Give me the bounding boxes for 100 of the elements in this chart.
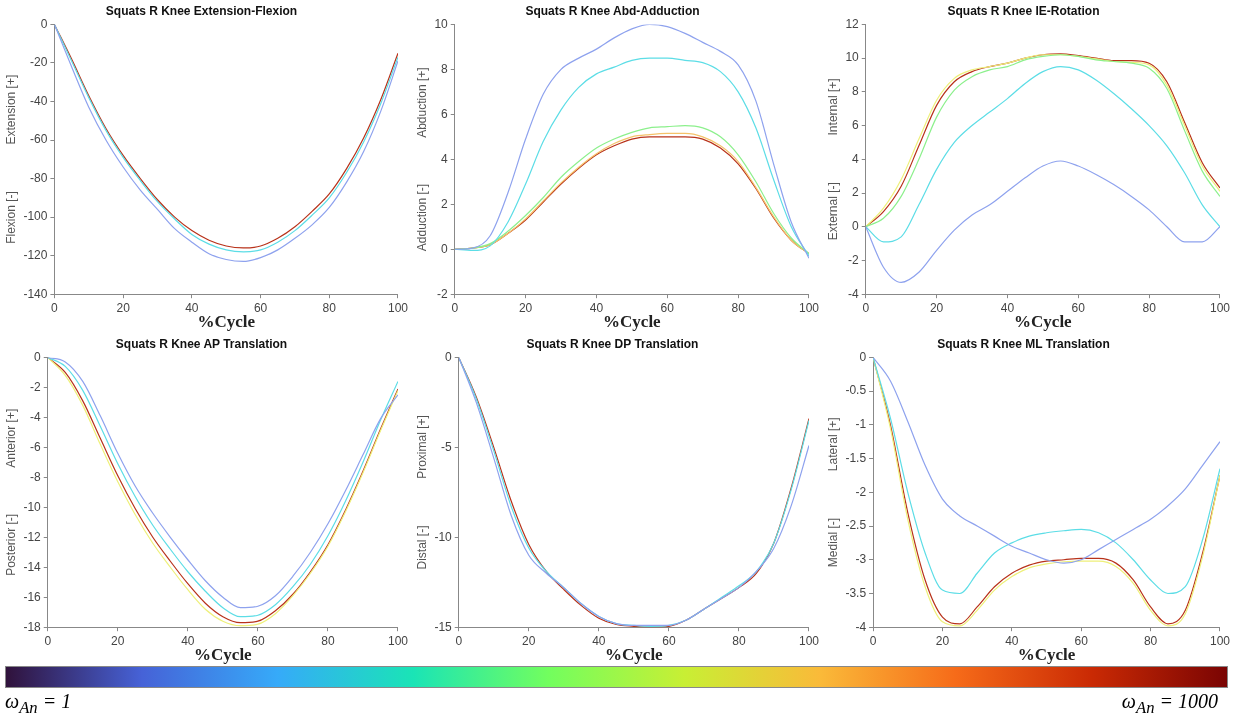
chart-title: Squats R Knee Abd-Adduction bbox=[525, 3, 700, 18]
y-tick-label: 10 bbox=[434, 16, 449, 31]
chart-title: Squats R Knee AP Translation bbox=[115, 336, 288, 351]
x-tick-label: 100 bbox=[387, 633, 409, 648]
x-tick-label: 40 bbox=[181, 633, 195, 648]
y-tick-label: 0 bbox=[445, 349, 453, 364]
y-axis-title: Posterior [-] Anterior [+] bbox=[3, 408, 18, 576]
x-tick-label: 80 bbox=[732, 633, 746, 648]
y-tick-label: -2 bbox=[30, 379, 42, 394]
x-tick-label: 20 bbox=[111, 633, 125, 648]
y-tick-label: -14 bbox=[23, 559, 42, 574]
y-tick-label: -80 bbox=[30, 170, 48, 185]
chart-title: Squats R Knee ML Translation bbox=[937, 336, 1110, 351]
y-tick-label: -40 bbox=[30, 93, 48, 108]
y-tick-label: -4 bbox=[855, 619, 867, 634]
y-axis-title: External [-] Internal [+] bbox=[825, 78, 840, 241]
y-tick-label: 0 bbox=[40, 16, 48, 31]
y-tick-label: -0.5 bbox=[845, 383, 867, 398]
x-axis-title: %Cycle bbox=[603, 312, 662, 332]
x-tick-label: 20 bbox=[518, 300, 533, 315]
x-tick-label: 40 bbox=[185, 300, 199, 315]
x-tick-label: 80 bbox=[321, 633, 335, 648]
y-tick-label: -10 bbox=[434, 529, 453, 544]
y-tick-label: -120 bbox=[23, 247, 48, 262]
y-tick-label: -6 bbox=[30, 439, 42, 454]
x-axis-title: %Cycle bbox=[1017, 645, 1076, 665]
x-tick-label: 20 bbox=[116, 300, 131, 315]
x-tick-label: 20 bbox=[929, 300, 944, 315]
y-tick-label: -10 bbox=[23, 499, 42, 514]
y-tick-label: 6 bbox=[441, 106, 449, 121]
y-tick-label: -3.5 bbox=[845, 585, 867, 600]
y-tick-label: -3 bbox=[855, 552, 867, 567]
y-tick-label: 12 bbox=[845, 16, 860, 31]
x-tick-label: 20 bbox=[522, 633, 536, 648]
y-tick-label: 0 bbox=[859, 349, 867, 364]
x-tick-label: 60 bbox=[1074, 633, 1089, 648]
x-tick-label: 40 bbox=[592, 633, 606, 648]
y-tick-label: 8 bbox=[852, 84, 860, 99]
y-tick-label: 0 bbox=[852, 219, 860, 234]
x-tick-label: 40 bbox=[1005, 633, 1019, 648]
x-tick-label: 80 bbox=[1142, 300, 1157, 315]
x-axis-title: %Cycle bbox=[194, 645, 253, 665]
x-tick-label: 80 bbox=[322, 300, 337, 315]
x-tick-label: 60 bbox=[662, 633, 676, 648]
x-tick-label: 60 bbox=[253, 300, 268, 315]
y-tick-label: 10 bbox=[845, 50, 860, 65]
chart-title: Squats R Knee DP Translation bbox=[526, 336, 699, 351]
y-tick-label: -15 bbox=[434, 619, 453, 634]
line-series bbox=[865, 160, 1220, 283]
y-axis-title: Adduction [-] Abduction [+] bbox=[414, 67, 429, 252]
y-tick-label: -2 bbox=[855, 484, 867, 499]
chart-title: Squats R Knee IE-Rotation bbox=[947, 3, 1100, 18]
y-tick-label: -2.5 bbox=[845, 518, 867, 533]
y-tick-label: -12 bbox=[23, 529, 42, 544]
y-tick-label: 2 bbox=[852, 185, 860, 200]
y-tick-label: 4 bbox=[852, 151, 860, 166]
x-tick-label: 100 bbox=[1209, 633, 1231, 648]
y-axis-title: Flexion [-] Extension [+] bbox=[3, 74, 18, 244]
x-tick-label: 0 bbox=[455, 633, 463, 648]
x-tick-label: 20 bbox=[935, 633, 950, 648]
y-tick-label: 4 bbox=[441, 151, 449, 166]
text: ω$_{An}$ = 1000 bbox=[1121, 690, 1218, 717]
y-tick-label: -140 bbox=[23, 286, 48, 301]
y-tick-label: -18 bbox=[23, 619, 42, 634]
x-tick-label: 60 bbox=[1071, 300, 1086, 315]
x-tick-label: 60 bbox=[660, 300, 675, 315]
y-tick-label: -4 bbox=[848, 286, 860, 301]
x-tick-label: 0 bbox=[869, 633, 877, 648]
y-tick-label: -100 bbox=[23, 209, 48, 224]
x-axis-title: %Cycle bbox=[605, 645, 664, 665]
y-tick-label: -60 bbox=[30, 132, 48, 147]
y-tick-label: -2 bbox=[848, 252, 860, 267]
y-tick-label: 0 bbox=[34, 349, 42, 364]
y-tick-label: 6 bbox=[852, 117, 860, 132]
x-tick-label: 40 bbox=[589, 300, 604, 315]
text: ω$_{An}$ = 1 bbox=[5, 690, 72, 717]
y-tick-label: -20 bbox=[30, 55, 48, 70]
y-axis-title: Distal [-] Proximal [+] bbox=[414, 415, 429, 570]
x-tick-label: 100 bbox=[798, 300, 820, 315]
x-tick-label: 0 bbox=[51, 300, 59, 315]
x-axis-title: %Cycle bbox=[197, 312, 256, 332]
y-tick-label: -1.5 bbox=[845, 450, 867, 465]
y-axis-title: Medial [-] Lateral [+] bbox=[825, 417, 840, 568]
y-tick-label: -2 bbox=[437, 286, 449, 301]
y-tick-label: -1 bbox=[855, 417, 867, 432]
y-tick-label: 0 bbox=[441, 241, 449, 256]
y-tick-label: 2 bbox=[441, 196, 449, 211]
x-tick-label: 100 bbox=[387, 300, 409, 315]
x-axis-title: %Cycle bbox=[1014, 312, 1073, 332]
y-tick-label: 8 bbox=[441, 61, 449, 76]
x-tick-label: 80 bbox=[1143, 633, 1158, 648]
y-tick-label: -16 bbox=[23, 589, 42, 604]
x-tick-label: 60 bbox=[251, 633, 265, 648]
chart-title: Squats R Knee Extension-Flexion bbox=[105, 3, 298, 18]
x-tick-label: 100 bbox=[798, 633, 820, 648]
y-tick-label: -8 bbox=[30, 469, 42, 484]
x-tick-label: 40 bbox=[1000, 300, 1015, 315]
y-tick-label: -5 bbox=[441, 439, 453, 454]
y-tick-label: -4 bbox=[30, 409, 42, 424]
x-tick-label: 100 bbox=[1209, 300, 1231, 315]
